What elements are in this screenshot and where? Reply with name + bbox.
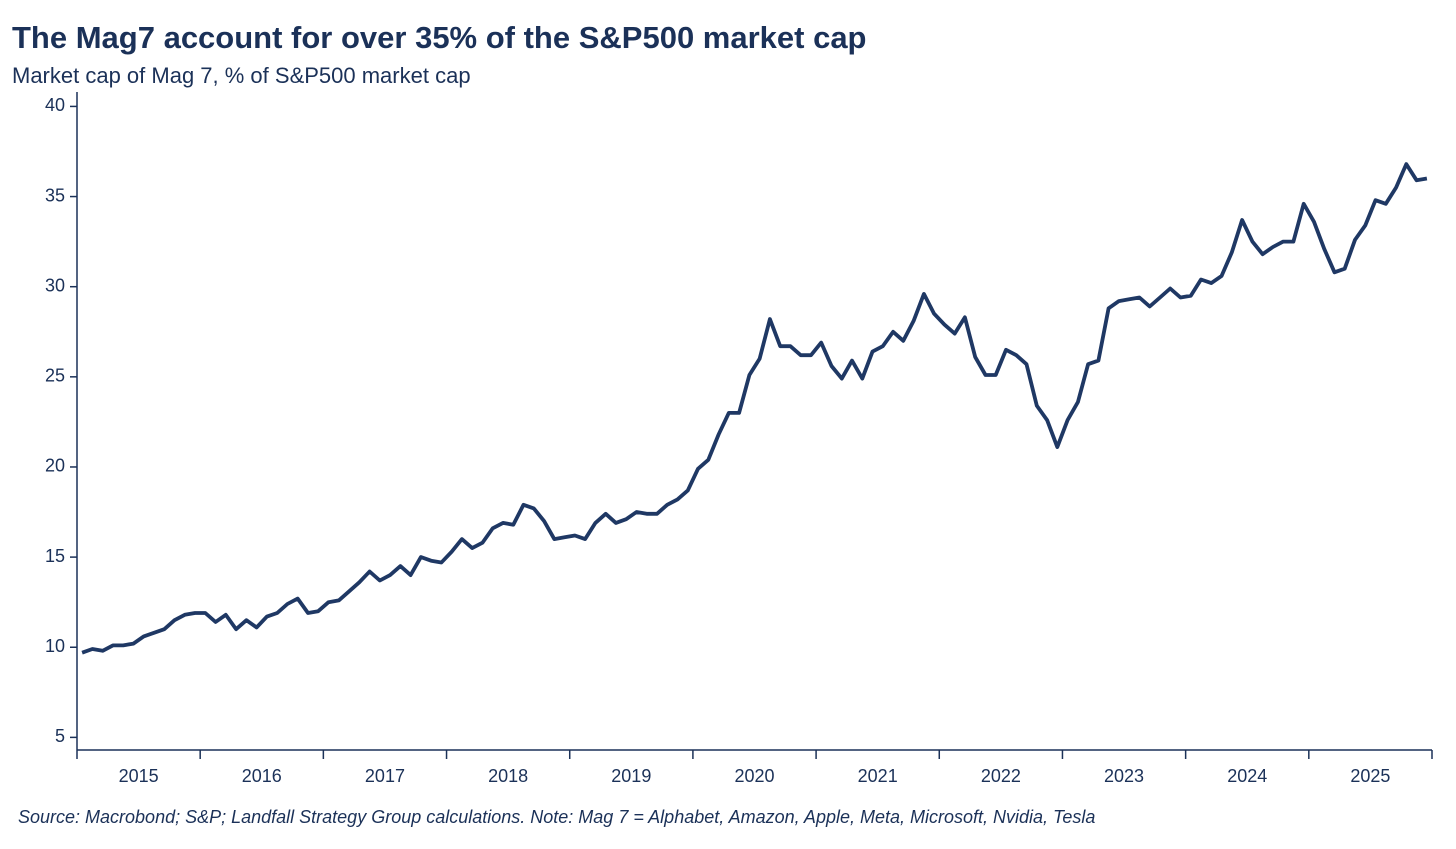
- y-tick-label: 25: [45, 366, 65, 386]
- y-tick-label: 15: [45, 546, 65, 566]
- x-tick-label: 2024: [1227, 766, 1267, 786]
- x-tick-label: 2018: [488, 766, 528, 786]
- y-tick-label: 10: [45, 636, 65, 656]
- x-tick-label: 2021: [858, 766, 898, 786]
- x-tick-label: 2015: [119, 766, 159, 786]
- y-tick-label: 40: [45, 95, 65, 115]
- x-tick-label: 2017: [365, 766, 405, 786]
- x-tick-label: 2019: [611, 766, 651, 786]
- data-line: [81, 162, 1428, 655]
- y-tick-label: 20: [45, 456, 65, 476]
- chart-subtitle: Market cap of Mag 7, % of S&P500 market …: [12, 63, 471, 88]
- x-tick-label: 2016: [242, 766, 282, 786]
- x-tick-label: 2022: [981, 766, 1021, 786]
- y-tick-label: 30: [45, 275, 65, 295]
- chart-title: The Mag7 account for over 35% of the S&P…: [12, 20, 867, 55]
- x-tick-label: 2025: [1350, 766, 1390, 786]
- y-tick-label: 35: [45, 185, 65, 205]
- x-tick-label: 2020: [734, 766, 774, 786]
- source-note: Source: Macrobond; S&P; Landfall Strateg…: [18, 807, 1095, 827]
- y-tick-label: 5: [55, 726, 65, 746]
- x-tick-label: 2023: [1104, 766, 1144, 786]
